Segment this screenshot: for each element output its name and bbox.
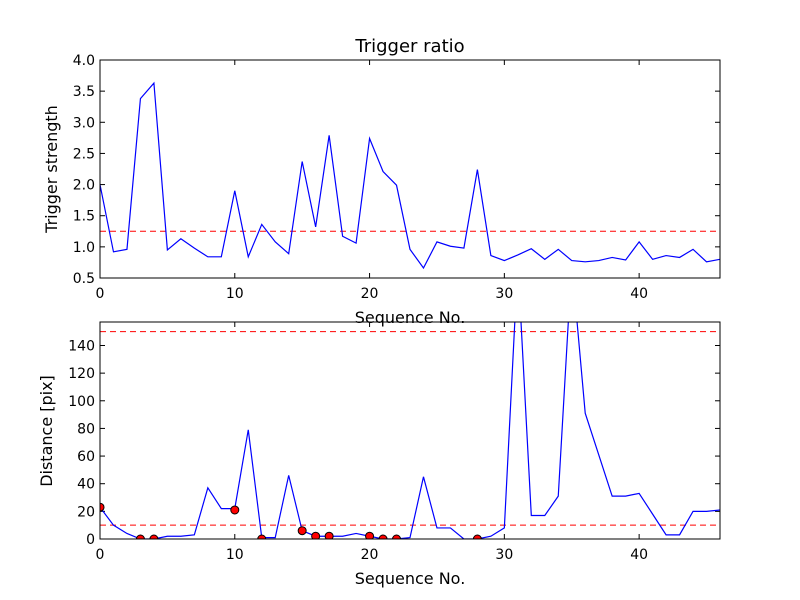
data-point	[297, 526, 307, 536]
series-line	[100, 81, 720, 270]
y-tick-label: 4.0	[73, 53, 95, 69]
x-tick-label: 10	[226, 286, 244, 302]
series-line	[100, 322, 720, 539]
data-point	[392, 534, 402, 539]
data-point	[149, 534, 159, 539]
x-tick-label: 0	[96, 286, 105, 302]
x-tick-label: 30	[495, 547, 513, 563]
threshold-lines	[100, 331, 720, 526]
x-axis-label: Sequence No.	[355, 569, 466, 588]
series-lines	[100, 322, 720, 539]
y-tick-label: 60	[77, 449, 95, 465]
x-tick-label: 20	[361, 286, 379, 302]
y-tick-label: 140	[68, 338, 95, 354]
y-tick-label: 40	[77, 477, 95, 493]
y-tick-label: 0	[86, 532, 95, 548]
plot-frame	[99, 59, 721, 279]
data-point	[311, 531, 321, 539]
y-axis-label: Trigger strength	[42, 105, 61, 234]
data-point	[324, 531, 334, 539]
y-tick-label: 2.5	[73, 146, 95, 162]
series-lines	[100, 81, 720, 270]
x-tick-label: 30	[495, 286, 513, 302]
data-point	[378, 534, 388, 539]
y-tick-label: 20	[77, 504, 95, 520]
data-point	[100, 502, 105, 512]
x-tick-label: 10	[226, 547, 244, 563]
axis-ticks: 0 10 20 30 40 0.5 1.0 1.5 2.0 2.5 3.0 3.5 4.0	[73, 53, 720, 302]
y-tick-label: 120	[68, 366, 95, 382]
trigger-ratio-panel: Trigger ratio Sequence No. Trigger stren…	[42, 36, 721, 327]
y-tick-label: 3.0	[73, 115, 95, 131]
y-axis-label: Distance [pix]	[37, 375, 56, 487]
y-tick-label: 2.0	[73, 178, 95, 194]
plot-frame	[99, 321, 721, 540]
y-tick-label: 100	[68, 394, 95, 410]
x-tick-label: 40	[630, 286, 648, 302]
x-tick-label: 20	[361, 547, 379, 563]
x-axis-label: Sequence No.	[355, 308, 466, 327]
y-tick-label: 1.0	[73, 240, 95, 256]
y-tick-label: 3.5	[73, 84, 95, 100]
distance-panel: Sequence No. Distance [pix] 0 10 20 30 40 0 20…	[37, 321, 721, 588]
data-point	[365, 531, 375, 539]
x-tick-label: 0	[96, 547, 105, 563]
data-point	[230, 505, 240, 515]
x-tick-label: 40	[630, 547, 648, 563]
data-point	[257, 534, 267, 539]
y-tick-label: 0.5	[73, 271, 95, 287]
chart-title: Trigger ratio	[354, 36, 464, 57]
y-tick-label: 1.5	[73, 209, 95, 225]
axis-ticks: 0 10 20 30 40 0 20 40 60 80 100 120 140	[68, 322, 720, 563]
y-tick-label: 80	[77, 421, 95, 437]
data-point	[472, 534, 482, 539]
data-point	[135, 534, 145, 539]
data-markers	[100, 502, 482, 539]
